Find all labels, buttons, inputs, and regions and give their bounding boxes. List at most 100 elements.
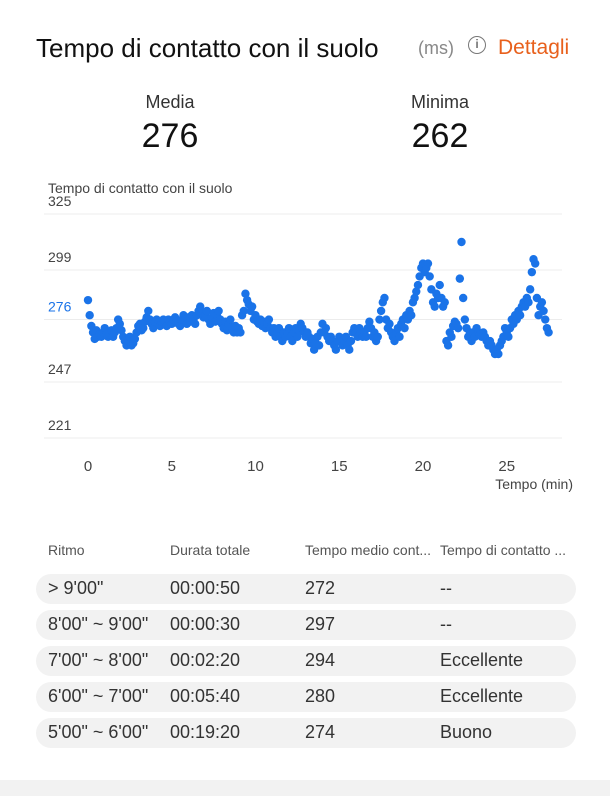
header-contact-rating: Tempo di contatto ... [440, 542, 567, 558]
data-point [236, 328, 245, 337]
data-point [425, 272, 434, 281]
data-point [202, 306, 212, 316]
data-point [190, 319, 200, 329]
data-point [458, 293, 468, 303]
cell-duration: 00:19:20 [170, 722, 241, 742]
cell-avg-contact: 280 [305, 686, 336, 706]
data-point [376, 306, 386, 316]
data-point [346, 336, 356, 346]
cell-rating: Eccellente [440, 650, 524, 670]
table-row: 7'00" ~ 8'00" 00:02:20 294 Eccellente [36, 646, 576, 676]
card-title: Tempo di contatto con il suolo [36, 33, 379, 63]
data-point [537, 298, 547, 307]
data-point [455, 274, 465, 283]
data-point [412, 287, 421, 296]
y-tick-label: 276 [48, 299, 72, 315]
x-tick-label: 0 [84, 458, 92, 475]
cell-avg-contact: 297 [305, 614, 336, 634]
info-circle-icon[interactable]: i [468, 36, 486, 54]
data-point [321, 323, 331, 333]
y-tick-label: 247 [48, 361, 72, 377]
chart-container: Tempo di contatto con il suolo 325 299 276… [0, 176, 610, 506]
card-header: Tempo di contatto con il suolo (ms) i De… [36, 30, 596, 70]
data-point [264, 315, 274, 324]
data-point [539, 306, 548, 316]
minimum-label: Minima [410, 92, 469, 112]
data-point [247, 302, 257, 311]
data-point [400, 323, 409, 333]
data-point [196, 302, 205, 311]
data-point [331, 345, 341, 354]
cell-rating: Buono [440, 722, 493, 742]
cell-avg-contact: 272 [305, 578, 336, 598]
data-point [85, 311, 94, 320]
data-point [139, 323, 148, 333]
table-row: 5'00" ~ 6'00" 00:19:20 274 Buono [36, 718, 576, 748]
chart-gridlines [44, 213, 562, 439]
data-point [214, 306, 223, 316]
table-body: > 9'00" 00:00:50 272 -- 8'00" ~ 9'00" 00:00:3… [36, 574, 576, 748]
data-point [423, 259, 433, 268]
data-point [541, 315, 550, 324]
data-point [345, 345, 354, 354]
data-point [380, 293, 389, 303]
cell-avg-contact: 274 [305, 722, 336, 742]
cell-avg-contact: 294 [305, 650, 336, 670]
chart-title: Tempo di contatto con il suolo [48, 180, 233, 196]
header-avg-contact: Tempo medio cont... [305, 542, 432, 558]
data-point [430, 302, 439, 311]
data-point [443, 341, 453, 350]
cell-rating: -- [440, 614, 452, 634]
data-point [447, 332, 456, 341]
chart-points [83, 237, 553, 359]
minimum-value: 262 [411, 117, 469, 155]
cell-pace: 7'00" ~ 8'00" [48, 650, 149, 670]
table-row: 6'00" ~ 7'00" 00:05:40 280 Eccellente [36, 682, 576, 712]
unit-label: (ms) [418, 38, 454, 58]
data-point [531, 259, 540, 268]
x-tick-label: 15 [331, 458, 348, 475]
data-point [457, 237, 466, 247]
x-axis-label: Tempo (min) [495, 476, 573, 492]
data-point [314, 341, 324, 350]
header-duration: Durata totale [170, 542, 251, 558]
header-pace: Ritmo [48, 542, 85, 558]
y-tick-label: 325 [48, 193, 72, 209]
data-point [293, 332, 302, 341]
data-point [453, 323, 463, 333]
data-point [527, 267, 537, 277]
data-point [435, 280, 444, 290]
x-tick-label: 25 [498, 458, 515, 475]
data-point [385, 319, 394, 329]
data-point [175, 321, 185, 331]
scatter-chart: 325 299 276 247 221 0 5 10 15 20 25 Tempo (min) [44, 193, 573, 492]
y-tick-label: 221 [48, 417, 72, 433]
cell-rating: Eccellente [440, 686, 524, 706]
x-tick-label: 10 [247, 458, 264, 475]
cell-duration: 00:00:50 [170, 578, 241, 598]
cell-pace: 5'00" ~ 6'00" [48, 722, 149, 742]
data-point [544, 328, 553, 337]
data-point [524, 298, 533, 307]
data-point [365, 317, 374, 326]
data-point [130, 334, 140, 344]
bottom-divider [0, 780, 610, 796]
data-point [395, 332, 404, 341]
data-point [226, 315, 235, 324]
stat-average: Media 276 [100, 92, 240, 156]
data-point [117, 326, 126, 335]
table-header: Ritmo Durata totale Tempo medio cont... … [36, 540, 576, 568]
data-point [494, 349, 503, 359]
data-point [413, 280, 423, 290]
pace-table: Ritmo Durata totale Tempo medio cont... … [36, 540, 576, 748]
data-point [504, 332, 513, 341]
details-link[interactable]: Dettagli [498, 36, 570, 59]
data-point [144, 306, 153, 316]
average-value: 276 [141, 117, 199, 155]
y-tick-label: 299 [48, 249, 72, 265]
data-point [410, 293, 419, 303]
cell-pace: > 9'00" [48, 578, 104, 598]
data-point [440, 298, 449, 307]
x-axis-ticks: 0 5 10 15 20 25 [84, 458, 515, 475]
data-point [515, 311, 525, 320]
